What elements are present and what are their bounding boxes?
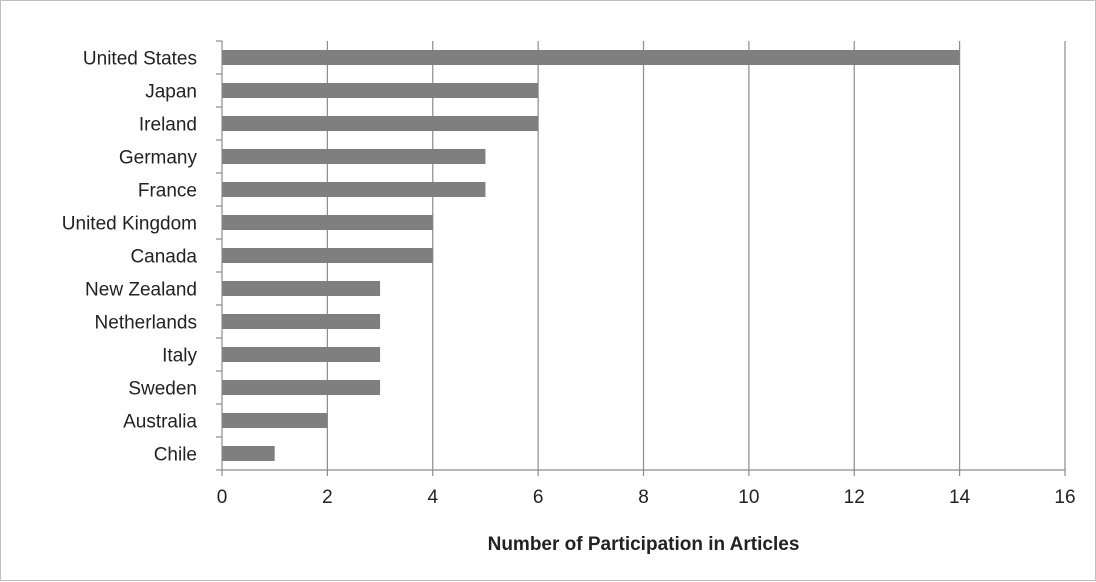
x-tick-label: 16 <box>1054 487 1075 508</box>
bar <box>222 182 486 197</box>
bar <box>222 281 381 296</box>
y-category-label: Japan <box>145 82 197 103</box>
x-tick-label: 0 <box>217 487 228 508</box>
y-category-label: Chile <box>154 445 197 466</box>
gridlines <box>326 41 1066 470</box>
x-tick-label: 14 <box>949 487 971 508</box>
x-axis-title: Number of Participation in Articles <box>488 534 800 555</box>
labels: 0 2 4 6 8 10 12 14 16 United States Japan Ireland Ge… <box>62 49 1076 509</box>
x-tick-label: 2 <box>322 487 333 508</box>
y-category-label: United Kingdom <box>62 214 197 235</box>
axes <box>216 40 1066 476</box>
y-category-label: Italy <box>162 346 197 367</box>
y-category-label: Australia <box>123 412 197 433</box>
y-category-label: Netherlands <box>95 313 197 334</box>
x-tick-label: 10 <box>738 487 759 508</box>
bar <box>222 347 381 362</box>
bar <box>222 248 433 263</box>
x-tick-label: 12 <box>844 487 865 508</box>
bar <box>222 50 960 65</box>
x-tick-label: 6 <box>533 487 544 508</box>
y-category-label: France <box>138 181 197 202</box>
y-category-label: Germany <box>119 148 198 169</box>
x-tick-label: 8 <box>638 487 649 508</box>
y-category-label: Sweden <box>128 379 197 400</box>
bar <box>222 215 433 230</box>
bar <box>222 83 539 98</box>
x-tick-label: 4 <box>427 487 438 508</box>
y-category-label: United States <box>83 49 197 70</box>
bar <box>222 116 539 131</box>
bar <box>222 149 486 164</box>
y-category-label: Canada <box>130 247 197 268</box>
y-category-label: New Zealand <box>85 280 197 301</box>
y-category-label: Ireland <box>139 115 197 136</box>
bar <box>222 380 381 395</box>
bars <box>222 50 960 461</box>
bar <box>222 446 275 461</box>
bar <box>222 314 381 329</box>
bar <box>222 413 328 428</box>
